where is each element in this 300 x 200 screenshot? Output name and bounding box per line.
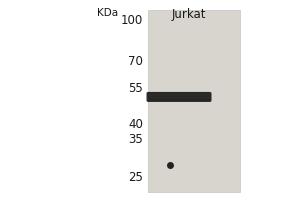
- Text: KDa: KDa: [97, 8, 118, 18]
- Text: 35: 35: [128, 133, 143, 146]
- Bar: [148, 99, 210, 102]
- Text: 55: 55: [128, 82, 143, 95]
- Text: 100: 100: [121, 14, 143, 27]
- Text: 70: 70: [128, 55, 143, 68]
- Text: Jurkat: Jurkat: [172, 8, 206, 21]
- Bar: [148, 10, 240, 192]
- FancyBboxPatch shape: [146, 92, 212, 102]
- Text: 25: 25: [128, 171, 143, 184]
- Text: 40: 40: [128, 118, 143, 131]
